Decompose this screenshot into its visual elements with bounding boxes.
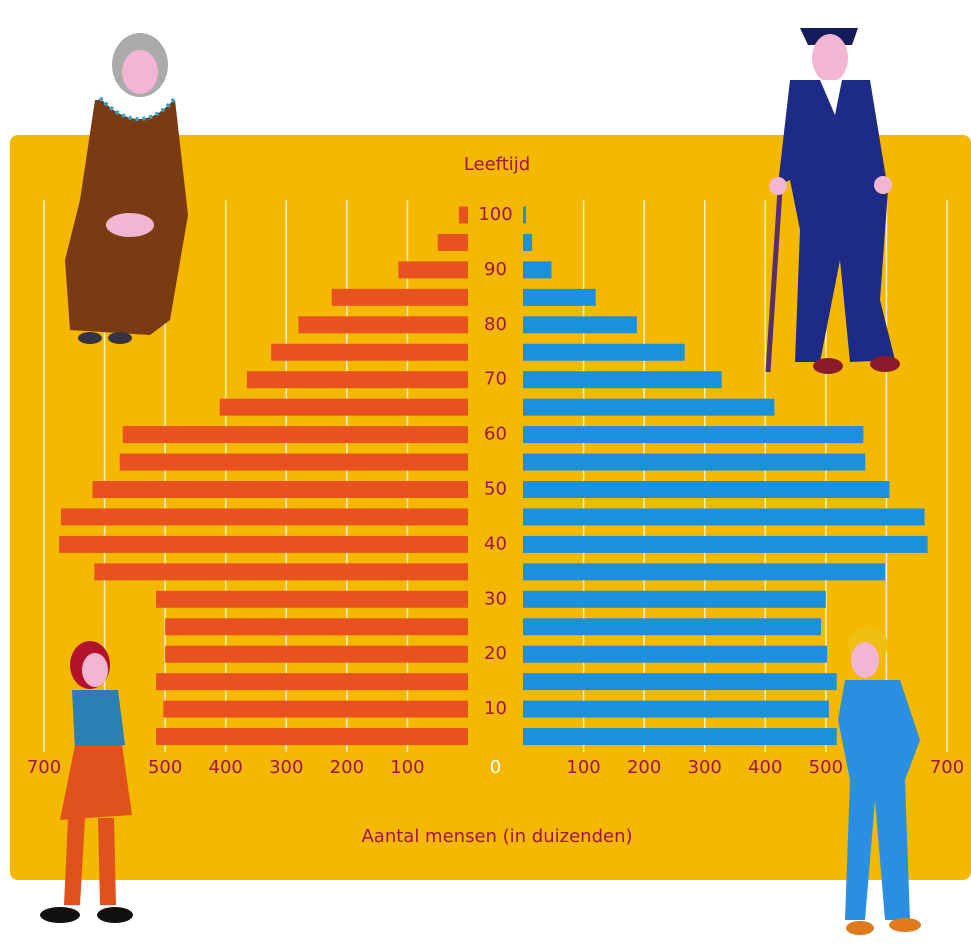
old-woman	[65, 33, 188, 344]
bar	[220, 399, 468, 416]
bar	[59, 536, 468, 553]
bar	[523, 701, 829, 718]
bar	[298, 316, 468, 333]
bar	[523, 673, 837, 690]
chart: Leeftijd Aantal mensen (in duizenden) 0 1…	[0, 0, 971, 947]
bar	[523, 316, 637, 333]
x-tick-label: 400	[748, 757, 782, 778]
bar	[271, 344, 468, 361]
y-tick-label: 90	[484, 259, 507, 280]
y-axis-title: Leeftijd	[464, 154, 530, 175]
x-tick-label: 700	[27, 757, 61, 778]
bar	[398, 261, 468, 278]
bar	[523, 508, 925, 525]
bar	[123, 426, 468, 443]
x-tick-label: 0	[490, 757, 501, 778]
x-tick-label: 300	[269, 757, 303, 778]
y-tick-label: 20	[484, 643, 507, 664]
bar	[523, 536, 928, 553]
y-tick-label: 80	[484, 314, 507, 335]
y-tick-label: 50	[484, 479, 507, 500]
bar	[523, 289, 596, 306]
bar	[247, 371, 468, 388]
bar	[156, 673, 468, 690]
x-tick-label: 500	[148, 757, 182, 778]
bar	[523, 207, 526, 224]
bar	[156, 728, 468, 745]
bar	[523, 371, 722, 388]
bar	[163, 701, 468, 718]
bar	[523, 618, 821, 635]
y-tick-label: 10	[484, 698, 507, 719]
bar	[523, 481, 889, 498]
x-tick-label: 200	[627, 757, 661, 778]
bar	[523, 728, 837, 745]
bar	[332, 289, 468, 306]
bar	[523, 646, 827, 663]
y-tick-label: 60	[484, 424, 507, 445]
x-tick-label: 500	[809, 757, 843, 778]
bar	[165, 646, 468, 663]
bar	[438, 234, 468, 251]
x-tick-label: 100	[566, 757, 600, 778]
bar	[61, 508, 468, 525]
x-tick-label: 100	[390, 757, 424, 778]
bar	[156, 591, 468, 608]
y-tick-label: 70	[484, 369, 507, 390]
bar	[459, 207, 468, 224]
x-axis-title: Aantal mensen (in duizenden)	[361, 826, 632, 847]
bar	[94, 563, 468, 580]
bar	[523, 344, 685, 361]
bar	[523, 426, 863, 443]
bar	[523, 234, 532, 251]
x-tick-label: 300	[688, 757, 722, 778]
bar	[523, 399, 774, 416]
bar	[523, 454, 865, 471]
y-tick-label: 30	[484, 588, 507, 609]
bar	[523, 591, 826, 608]
bar	[165, 618, 468, 635]
bar	[92, 481, 468, 498]
y-tick-label: 100	[478, 204, 512, 225]
x-tick-label: 400	[209, 757, 243, 778]
bar	[523, 261, 551, 278]
y-tick-label: 40	[484, 533, 507, 554]
bar	[523, 563, 885, 580]
bar	[120, 454, 468, 471]
x-tick-label: 700	[930, 757, 964, 778]
x-tick-label: 200	[330, 757, 364, 778]
